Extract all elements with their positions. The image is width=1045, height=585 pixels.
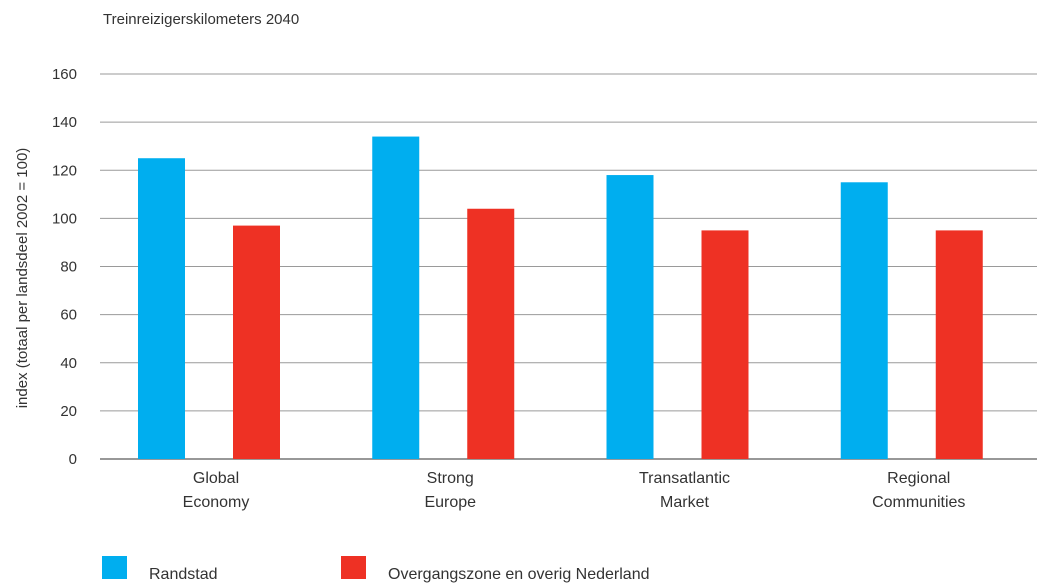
bar-overgangszone-2 [701,230,749,459]
y-tick-label: 20 [60,403,77,420]
y-tick-label: 60 [60,307,77,324]
y-tick-label: 0 [69,451,77,468]
legend-swatch [102,556,127,579]
bar-overgangszone-0 [233,225,280,459]
bar-overgangszone-3 [935,230,983,459]
x-category-label: Strong Europe [424,470,476,511]
x-category-label: Transatlantic Market [639,470,730,511]
legend-label: Overgangszone en overig Nederland [388,566,650,583]
y-tick-label: 120 [52,162,77,179]
bar-randstad-2 [606,175,654,459]
y-tick-label: 80 [60,259,77,276]
x-axis-categories: Global Economy Strong Europe Transatlantic Ma… [183,470,966,511]
bar-randstad-3 [840,182,888,459]
bar-randstad-0 [138,158,185,459]
bar-overgangszone-1 [467,208,515,459]
bars [138,136,983,459]
y-tick-label: 160 [52,66,77,83]
y-tick-label: 100 [52,210,77,227]
legend: Randstad Overgangszone en overig Nederlan… [102,556,650,583]
chart-title: Treinreizigerskilometers 2040 [103,11,299,28]
x-category-label: Regional Communities [872,470,965,511]
y-tick-label: 40 [60,355,77,372]
x-category-label: Global Economy [183,470,250,511]
bar-randstad-1 [372,136,420,459]
y-tick-label: 140 [52,114,77,131]
legend-swatch [341,556,366,579]
y-axis-ticks: 0 20 40 60 80 100 120 140 160 [52,66,77,468]
y-axis-label: index (totaal per landsdeel 2002 = 100) [14,148,31,409]
legend-label: Randstad [149,566,218,583]
